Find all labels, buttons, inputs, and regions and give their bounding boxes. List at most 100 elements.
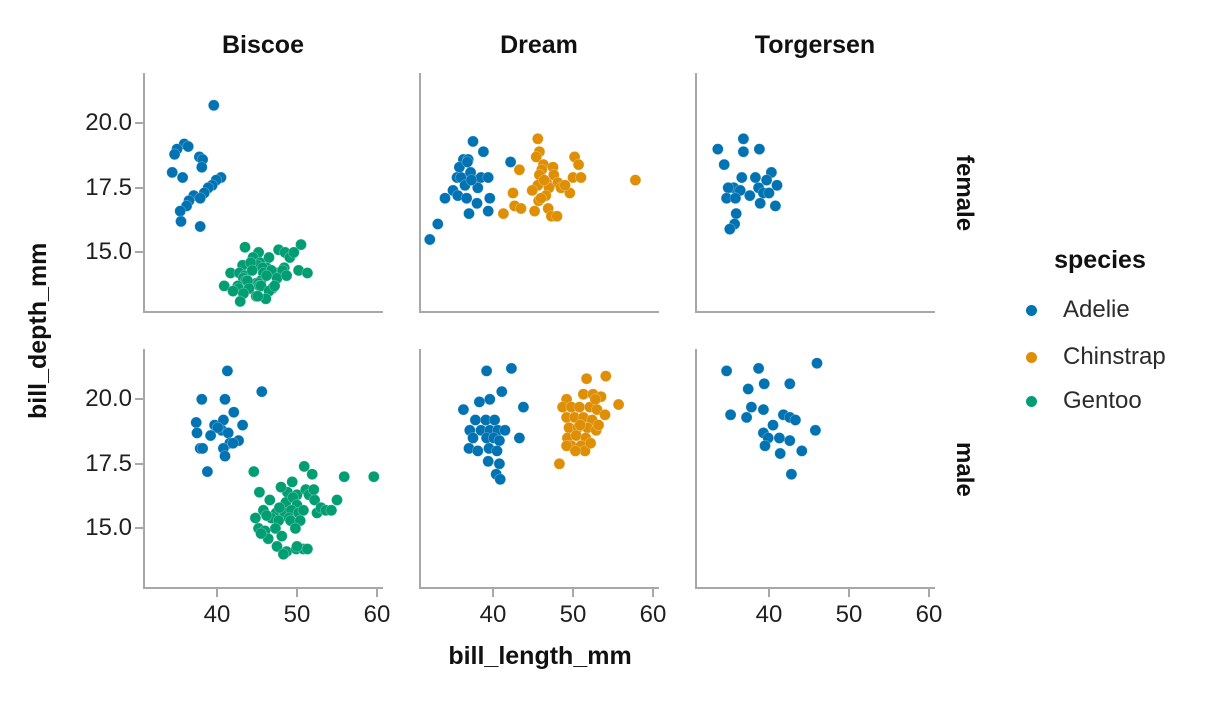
data-point-chinstrap bbox=[580, 372, 593, 385]
data-point-adelie bbox=[735, 171, 748, 184]
data-point-chinstrap bbox=[573, 401, 586, 413]
x-tick-label: 40 bbox=[203, 601, 231, 628]
x-tick-label: 40 bbox=[479, 601, 507, 628]
data-point-chinstrap bbox=[574, 419, 586, 431]
data-point-adelie bbox=[424, 233, 436, 246]
data-point-adelie bbox=[785, 468, 798, 480]
x-tick-mark bbox=[492, 589, 494, 597]
data-point-chinstrap bbox=[612, 398, 625, 411]
data-point-adelie bbox=[176, 171, 189, 184]
data-point-adelie bbox=[174, 205, 187, 217]
data-point-adelie bbox=[465, 174, 478, 186]
data-point-adelie bbox=[771, 179, 783, 192]
x-tick-label: 60 bbox=[915, 601, 943, 628]
data-point-adelie bbox=[219, 450, 231, 462]
legend-item-adelie: Adelie bbox=[1012, 295, 1198, 325]
data-point-gentoo bbox=[291, 540, 303, 553]
data-point-gentoo bbox=[289, 522, 302, 535]
data-point-chinstrap bbox=[629, 174, 642, 186]
facet-row-label-male: male bbox=[951, 441, 978, 497]
legend-label-chinstrap: Chinstrap bbox=[1063, 343, 1166, 370]
data-point-adelie bbox=[212, 421, 224, 434]
data-point-adelie bbox=[471, 445, 484, 457]
data-point-adelie bbox=[757, 403, 770, 416]
x-tick-mark bbox=[768, 589, 770, 597]
x-axis-label: bill_length_mm bbox=[448, 642, 632, 670]
data-point-adelie bbox=[773, 432, 786, 444]
data-point-adelie bbox=[513, 432, 526, 444]
data-point-adelie bbox=[191, 427, 203, 439]
data-point-adelie bbox=[194, 220, 207, 233]
data-point-adelie bbox=[740, 411, 753, 424]
data-point-chinstrap bbox=[560, 440, 573, 452]
data-point-gentoo bbox=[277, 548, 290, 560]
data-point-adelie bbox=[493, 434, 506, 447]
data-point-adelie bbox=[759, 440, 771, 452]
data-point-chinstrap bbox=[570, 429, 582, 442]
x-tick-label: 40 bbox=[755, 601, 783, 628]
data-point-gentoo bbox=[295, 238, 307, 251]
data-point-gentoo bbox=[234, 295, 246, 308]
data-point-adelie bbox=[505, 362, 518, 375]
data-point-gentoo bbox=[286, 476, 298, 488]
data-point-gentoo bbox=[260, 509, 273, 522]
y-tick-label: 17.5 bbox=[85, 449, 132, 477]
data-point-adelie bbox=[737, 145, 750, 158]
data-point-adelie bbox=[482, 171, 494, 184]
data-point-chinstrap bbox=[551, 210, 563, 222]
x-tick-mark bbox=[928, 589, 930, 597]
data-point-gentoo bbox=[260, 269, 273, 282]
data-point-adelie bbox=[457, 403, 470, 416]
data-point-adelie bbox=[228, 406, 240, 419]
data-point-adelie bbox=[194, 192, 207, 204]
data-point-adelie bbox=[221, 365, 234, 377]
data-point-adelie bbox=[482, 205, 494, 217]
data-point-adelie bbox=[219, 393, 231, 406]
data-point-adelie bbox=[484, 192, 496, 204]
data-point-gentoo bbox=[280, 269, 293, 282]
facet-title-dream: Dream bbox=[500, 31, 578, 59]
data-point-adelie bbox=[190, 416, 203, 429]
data-point-gentoo bbox=[268, 280, 281, 292]
y-tick-mark bbox=[135, 251, 143, 254]
facet-panel-biscoe-female bbox=[143, 73, 383, 313]
facet-panel-torgersen-female bbox=[695, 73, 935, 313]
data-point-adelie bbox=[175, 215, 187, 228]
data-point-adelie bbox=[460, 192, 473, 204]
data-point-adelie bbox=[482, 455, 494, 468]
data-point-gentoo bbox=[325, 504, 338, 517]
data-point-adelie bbox=[168, 148, 181, 161]
data-point-adelie bbox=[469, 414, 482, 426]
data-point-adelie bbox=[754, 197, 766, 210]
data-point-adelie bbox=[496, 385, 508, 398]
chinstrap-dot-icon bbox=[1026, 351, 1037, 363]
data-point-adelie bbox=[491, 445, 503, 457]
data-point-adelie bbox=[467, 135, 479, 148]
gentoo-dot-icon bbox=[1026, 395, 1037, 407]
data-point-adelie bbox=[752, 362, 765, 375]
data-point-adelie bbox=[461, 156, 474, 168]
data-point-gentoo bbox=[368, 470, 380, 483]
legend-label-gentoo: Gentoo bbox=[1063, 387, 1142, 414]
x-tick-label: 50 bbox=[283, 601, 311, 628]
data-point-chinstrap bbox=[528, 205, 541, 217]
data-point-adelie bbox=[236, 419, 249, 431]
facet-panel-torgersen-male bbox=[695, 349, 935, 589]
data-point-gentoo bbox=[301, 543, 314, 555]
data-point-adelie bbox=[745, 401, 758, 413]
data-point-gentoo bbox=[308, 483, 320, 496]
data-point-adelie bbox=[767, 419, 779, 431]
x-tick-label: 50 bbox=[835, 601, 863, 628]
data-point-chinstrap bbox=[535, 192, 547, 204]
y-tick-mark bbox=[135, 122, 143, 125]
legend-item-chinstrap: Chinstrap bbox=[1012, 342, 1198, 372]
data-point-adelie bbox=[480, 365, 493, 377]
data-point-adelie bbox=[769, 200, 782, 212]
data-point-chinstrap bbox=[572, 158, 585, 171]
data-point-gentoo bbox=[273, 501, 286, 514]
data-point-adelie bbox=[166, 166, 179, 179]
data-point-adelie bbox=[729, 192, 742, 204]
y-tick-label: 20.0 bbox=[85, 109, 132, 137]
data-point-adelie bbox=[484, 393, 496, 406]
x-tick-mark bbox=[652, 589, 654, 597]
